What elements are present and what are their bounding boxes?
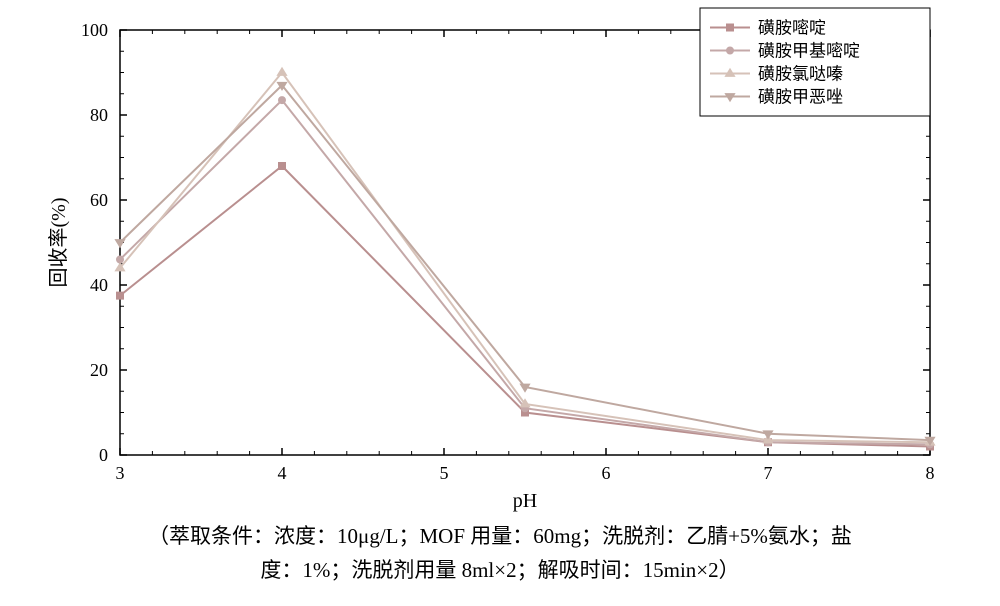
- svg-text:磺胺甲恶唑: 磺胺甲恶唑: [758, 87, 843, 106]
- svg-text:3: 3: [116, 463, 125, 483]
- svg-text:100: 100: [81, 20, 108, 40]
- svg-text:40: 40: [90, 275, 108, 295]
- caption: （萃取条件：浓度：10μg/L；MOF 用量：60mg；洗脱剂：乙腈+5%氨水；…: [0, 520, 1000, 587]
- svg-text:60: 60: [90, 190, 108, 210]
- line-chart: 3 4 5 6 7 8 pH 0 20 40 60 80 100 回收率(%) 磺胺嘧啶磺胺甲基嘧啶磺胺氯哒…: [0, 0, 1000, 520]
- caption-line-1: （萃取条件：浓度：10μg/L；MOF 用量：60mg；洗脱剂：乙腈+5%氨水；…: [148, 524, 852, 548]
- svg-text:0: 0: [99, 445, 108, 465]
- svg-text:磺胺甲基嘧啶: 磺胺甲基嘧啶: [758, 41, 860, 60]
- svg-text:8: 8: [926, 463, 935, 483]
- svg-text:7: 7: [764, 463, 773, 483]
- svg-text:5: 5: [440, 463, 449, 483]
- svg-text:pH: pH: [513, 490, 537, 512]
- svg-text:80: 80: [90, 105, 108, 125]
- caption-line-2: 度：1%；洗脱剂用量 8ml×2；解吸时间：15min×2）: [260, 558, 739, 582]
- svg-text:4: 4: [278, 463, 287, 483]
- chart-figure: 3 4 5 6 7 8 pH 0 20 40 60 80 100 回收率(%) 磺胺嘧啶磺胺甲基嘧啶磺胺氯哒…: [0, 0, 1000, 520]
- svg-text:20: 20: [90, 360, 108, 380]
- svg-text:磺胺氯哒嗪: 磺胺氯哒嗪: [758, 64, 843, 83]
- svg-text:回收率(%): 回收率(%): [47, 198, 70, 288]
- svg-text:磺胺嘧啶: 磺胺嘧啶: [758, 18, 826, 37]
- svg-text:6: 6: [602, 463, 611, 483]
